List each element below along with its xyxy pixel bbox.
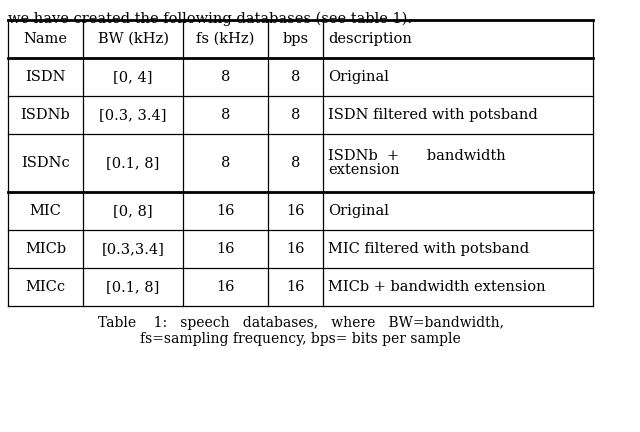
Text: [0.3,3.4]: [0.3,3.4] (102, 242, 164, 256)
Text: [0.1, 8]: [0.1, 8] (106, 280, 160, 294)
Text: ISDN: ISDN (25, 70, 66, 84)
Text: extension: extension (328, 162, 399, 177)
Text: 8: 8 (291, 156, 300, 170)
Text: bps: bps (282, 32, 308, 46)
Text: 8: 8 (221, 70, 230, 84)
Text: 8: 8 (291, 70, 300, 84)
Text: 16: 16 (286, 204, 305, 218)
Text: [0, 8]: [0, 8] (113, 204, 153, 218)
Text: Original: Original (328, 204, 389, 218)
Text: description: description (328, 32, 412, 46)
Text: 8: 8 (221, 156, 230, 170)
Text: MICc: MICc (26, 280, 65, 294)
Text: [0.1, 8]: [0.1, 8] (106, 156, 160, 170)
Text: MIC: MIC (29, 204, 61, 218)
Text: MIC filtered with potsband: MIC filtered with potsband (328, 242, 529, 256)
Text: 16: 16 (216, 242, 235, 256)
Text: 16: 16 (286, 242, 305, 256)
Text: fs (kHz): fs (kHz) (196, 32, 255, 46)
Text: [0.3, 3.4]: [0.3, 3.4] (99, 108, 167, 122)
Text: [0, 4]: [0, 4] (113, 70, 153, 84)
Text: MICb: MICb (25, 242, 66, 256)
Text: ISDNb  +      bandwidth: ISDNb + bandwidth (328, 149, 506, 163)
Text: Name: Name (24, 32, 67, 46)
Text: 8: 8 (291, 108, 300, 122)
Text: Table    1:   speech   databases,   where   BW=bandwidth,: Table 1: speech databases, where BW=band… (97, 316, 504, 330)
Text: ISDNb: ISDNb (20, 108, 70, 122)
Text: 16: 16 (216, 204, 235, 218)
Text: 16: 16 (286, 280, 305, 294)
Text: Original: Original (328, 70, 389, 84)
Text: ISDNc: ISDNc (21, 156, 70, 170)
Text: MICb + bandwidth extension: MICb + bandwidth extension (328, 280, 546, 294)
Text: we have created the following databases (see table 1).: we have created the following databases … (8, 12, 412, 26)
Text: BW (kHz): BW (kHz) (97, 32, 168, 46)
Text: 16: 16 (216, 280, 235, 294)
Text: 8: 8 (221, 108, 230, 122)
Text: fs=sampling frequency, bps= bits per sample: fs=sampling frequency, bps= bits per sam… (140, 332, 461, 346)
Text: ISDN filtered with potsband: ISDN filtered with potsband (328, 108, 538, 122)
